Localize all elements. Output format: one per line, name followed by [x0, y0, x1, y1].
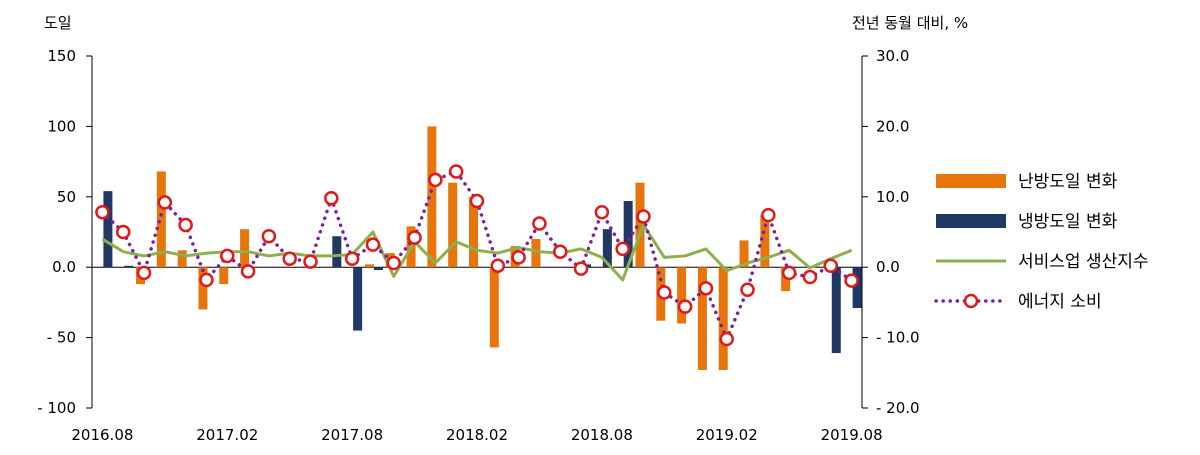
x-tick-label: 2017.08 [321, 426, 383, 444]
energy-consumption-point [490, 258, 506, 274]
right-axis-unit-label: 전년 동월 대비, % [852, 14, 968, 32]
legend-swatch-marker [963, 293, 979, 309]
heating-degree-bar [677, 267, 687, 324]
x-tick-label: 2019.08 [821, 426, 883, 444]
energy-consumption-point [657, 285, 672, 300]
cooling-degree-bar [373, 267, 383, 271]
energy-consumption-point [594, 205, 610, 220]
heating-degree-bar [198, 267, 208, 310]
energy-consumption-point [95, 205, 110, 220]
heating-degree-bar [240, 229, 250, 268]
left-tick-label: 100 [47, 117, 76, 135]
heating-degree-bar [718, 267, 728, 370]
energy-consumption-point [157, 195, 173, 210]
right-tick-label: 10.0 [876, 188, 909, 206]
x-tick-label: 2017.02 [196, 426, 258, 444]
right-tick-label: - 10.0 [876, 329, 920, 347]
heating-degree-bar [427, 126, 437, 268]
energy-consumption-point [282, 251, 297, 267]
heating-degree-bar [697, 267, 707, 370]
legend-label: 냉방도일 변화 [1018, 212, 1118, 232]
energy-consumption-point [240, 264, 256, 279]
energy-consumption-point [844, 273, 859, 288]
energy-consumption-point [178, 217, 193, 233]
cooling-degree-bar [623, 201, 633, 268]
energy-consumption-point [115, 224, 131, 240]
legend-label: 에너지 소비 [1018, 292, 1102, 312]
heating-degree-bar [156, 171, 166, 268]
energy-consumption-point [448, 164, 464, 179]
cooling-degree-bar [124, 265, 134, 268]
right-tick-label: - 20.0 [876, 399, 920, 417]
right-tick-label: 20.0 [876, 117, 909, 135]
legend-swatch-bar [936, 214, 1006, 228]
left-tick-label: 0.0 [52, 258, 76, 276]
energy-consumption-point [636, 209, 651, 224]
heating-degree-bar [489, 267, 499, 348]
energy-consumption-point [220, 248, 235, 264]
right-tick-label: 30.0 [876, 47, 909, 65]
energy-consumption-point [719, 331, 734, 347]
x-tick-label: 2018.02 [446, 426, 508, 444]
left-axis-unit-label: 도일 [44, 14, 72, 32]
energy-consumption-point [324, 190, 339, 206]
energy-consumption-point [615, 241, 630, 257]
heating-degree-bar [364, 264, 374, 268]
energy-consumption-point [428, 172, 443, 188]
cooling-degree-bar [602, 229, 612, 268]
energy-consumption-point [802, 269, 818, 285]
heating-degree-bar [177, 250, 187, 268]
x-tick-label: 2018.08 [571, 426, 633, 444]
energy-consumption-point [823, 258, 839, 274]
energy-consumption-point [469, 193, 485, 209]
heating-degree-bar [448, 182, 458, 268]
energy-consumption-point [344, 251, 360, 267]
left-tick-label: - 100 [37, 399, 76, 417]
left-tick-label: 150 [47, 47, 76, 65]
x-tick-label: 2019.02 [696, 426, 758, 444]
legend-swatch-bar [936, 174, 1006, 188]
energy-consumption-point [511, 250, 526, 265]
energy-consumption-point [677, 299, 693, 314]
energy-consumption-point [552, 244, 568, 259]
energy-consumption-point [740, 282, 755, 297]
cooling-degree-bar [103, 191, 113, 268]
energy-consumption-point [199, 272, 214, 288]
energy-consumption-point [365, 237, 381, 252]
heating-degree-bar [739, 240, 749, 268]
legend-label: 난방도일 변화 [1018, 172, 1118, 192]
heating-degree-bar [469, 196, 478, 268]
heating-degree-bar [760, 215, 770, 268]
energy-consumption-point [136, 265, 152, 281]
cooling-degree-bar [852, 267, 862, 309]
left-tick-label: 50 [57, 188, 76, 206]
x-tick-label: 2016.08 [71, 426, 133, 444]
right-tick-label: 0.0 [876, 258, 900, 276]
heating-degree-bar [635, 182, 645, 268]
energy-consumption-point [698, 281, 714, 296]
cooling-degree-bar [332, 236, 342, 268]
energy-consumption-point [761, 207, 776, 223]
energy-consumption-point [781, 265, 797, 281]
energy-consumption-point [532, 216, 547, 231]
cooling-degree-bar [831, 267, 841, 354]
energy-consumption-point [573, 261, 589, 276]
cooling-degree-bar [353, 267, 363, 331]
heating-degree-bar [219, 267, 229, 285]
left-tick-label: - 50 [47, 329, 76, 347]
energy-consumption-point [386, 255, 402, 271]
energy-consumption-point [407, 230, 422, 245]
energy-consumption-point [303, 254, 318, 269]
energy-consumption-point [261, 228, 277, 244]
legend-label: 서비스업 생산지수 [1018, 252, 1149, 272]
heating-degree-bar [531, 239, 541, 268]
